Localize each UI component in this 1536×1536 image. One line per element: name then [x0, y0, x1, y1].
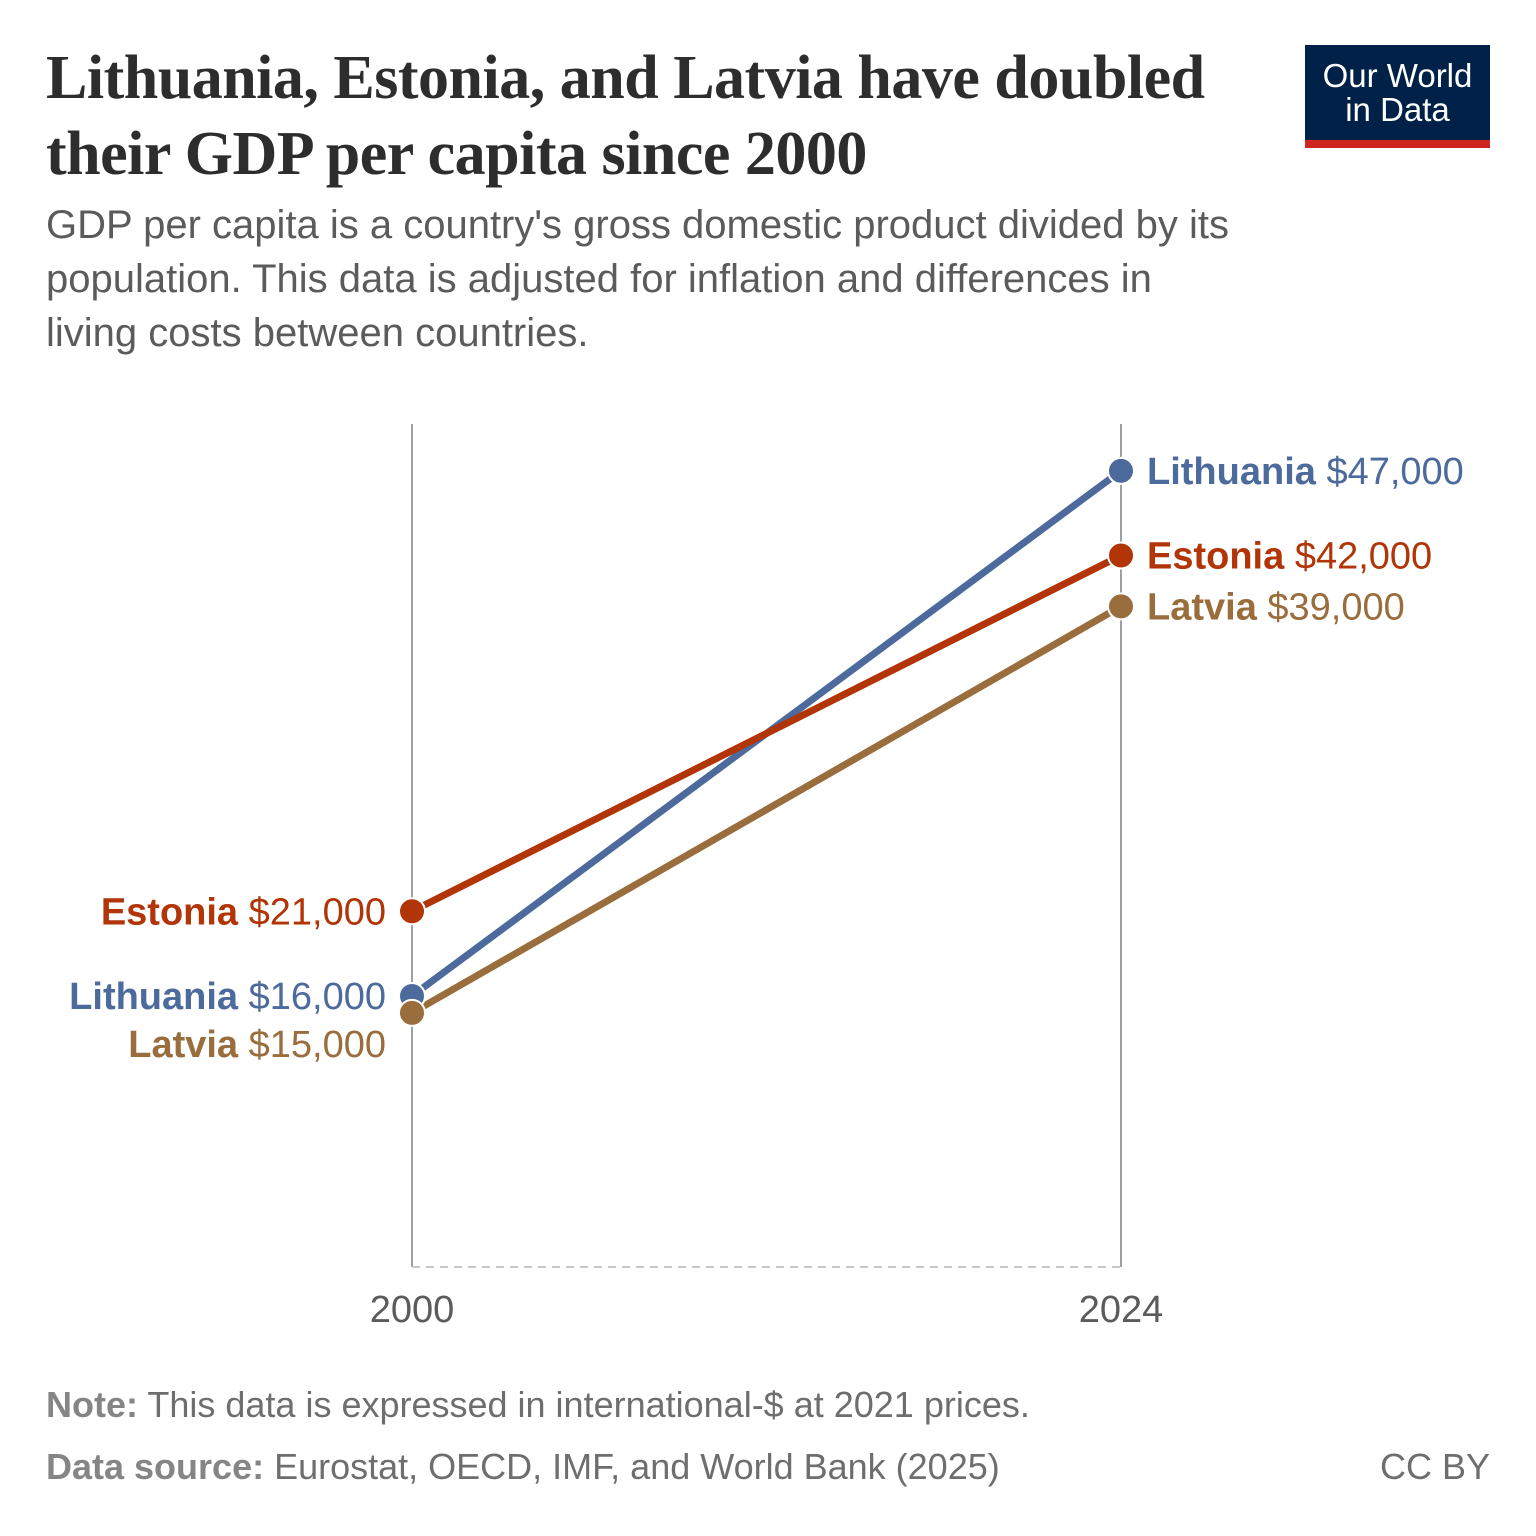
data-label-lithuania-2024: Lithuania $47,000	[1147, 451, 1464, 493]
logo-line-2: in Data	[1345, 91, 1450, 128]
owid-logo[interactable]: Our World in Data	[1305, 45, 1490, 148]
data-label-estonia-2024: Estonia $42,000	[1147, 536, 1432, 578]
data-point-latvia-2000	[398, 998, 426, 1027]
data-label-latvia-2000: Latvia $15,000	[128, 1024, 386, 1066]
chart-subtitle: GDP per capita is a country's gross dome…	[46, 203, 1229, 355]
series-line-latvia	[410, 603, 1123, 1016]
x-tick-label: 2024	[1079, 1289, 1164, 1331]
note-text: This data is expressed in international-…	[147, 1384, 1030, 1425]
x-tick-label: 2000	[370, 1289, 455, 1331]
note: Note: This data is expressed in internat…	[46, 1384, 1030, 1426]
logo-line-1: Our World	[1322, 57, 1473, 94]
source-label: Data source:	[46, 1446, 265, 1487]
data-point-lithuania-2024	[1107, 456, 1135, 485]
chart-title: Lithuania, Estonia, and Latvia have doub…	[46, 44, 1205, 188]
data-source: Data source: Eurostat, OECD, IMF, and Wo…	[46, 1446, 1000, 1488]
series-line-estonia	[410, 552, 1123, 915]
license[interactable]: CC BY	[1379, 1446, 1490, 1487]
note-label: Note:	[46, 1384, 138, 1425]
data-point-estonia-2024	[1107, 541, 1135, 570]
data-label-estonia-2000: Estonia $21,000	[101, 891, 386, 933]
chart-header: Lithuania, Estonia, and Latvia have doub…	[46, 40, 1296, 360]
data-point-estonia-2000	[398, 897, 426, 926]
data-label-latvia-2024: Latvia $39,000	[1147, 586, 1405, 628]
source-text: Eurostat, OECD, IMF, and World Bank (202…	[274, 1446, 1000, 1487]
data-label-lithuania-2000: Lithuania $16,000	[69, 976, 386, 1018]
data-point-latvia-2024	[1107, 592, 1135, 621]
